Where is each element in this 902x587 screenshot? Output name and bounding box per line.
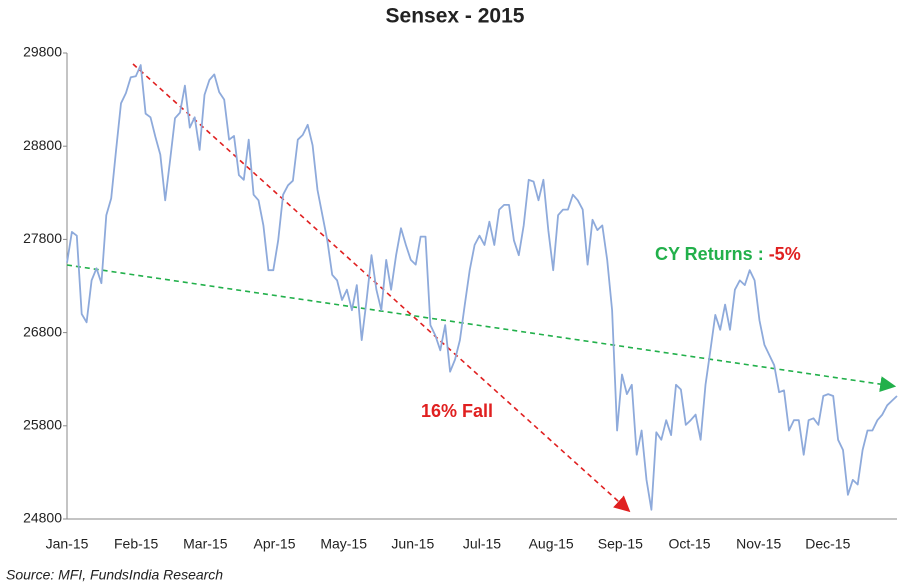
returns-annotation: CY Returns : -5% — [655, 244, 801, 264]
x-tick-label: Feb-15 — [114, 536, 159, 552]
y-tick-label: 27800 — [23, 230, 62, 246]
fall-trend — [132, 63, 631, 513]
x-tick-label: Jun-15 — [391, 536, 434, 552]
source: Source: MFI, FundsIndia Research — [6, 567, 223, 583]
x-tick-label: Aug-15 — [529, 536, 574, 552]
fall-annotation: 16% Fall — [421, 401, 493, 421]
y-tick-label: 25800 — [23, 417, 62, 433]
x-tick-label: Apr-15 — [253, 536, 295, 552]
x-tick-label: Jan-15 — [46, 536, 89, 552]
returns-value: -5% — [769, 244, 801, 264]
x-tick-label: Jul-15 — [463, 536, 501, 552]
y-tick-label: 24800 — [23, 510, 62, 526]
chart-title: Sensex - 2015 — [386, 5, 525, 28]
x-tick-label: Nov-15 — [736, 536, 781, 552]
y-tick-label: 26800 — [23, 323, 62, 339]
price-line — [66, 64, 898, 511]
x-tick-label: Dec-15 — [805, 536, 850, 552]
year-trend — [66, 264, 897, 393]
x-tick-label: May-15 — [320, 536, 367, 552]
y-tick-label: 29800 — [23, 44, 62, 60]
x-tick-label: Sep-15 — [598, 536, 643, 552]
x-tick-label: Oct-15 — [668, 536, 710, 552]
returns-label: CY Returns : — [655, 244, 769, 264]
y-tick-label: 28800 — [23, 137, 62, 153]
x-tick-label: Mar-15 — [183, 536, 228, 552]
